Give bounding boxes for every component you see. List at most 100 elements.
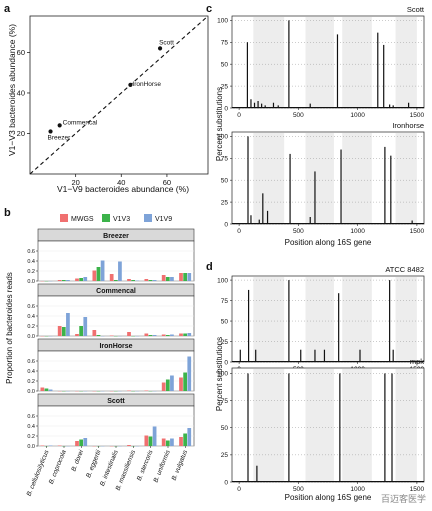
region-band [305, 133, 334, 223]
category-label: B. cellulosilyticus [26, 448, 51, 497]
bar [127, 445, 131, 446]
y-tick-label: 0.2 [27, 324, 35, 330]
y-tick-label: 25 [221, 199, 229, 206]
region-band [395, 369, 417, 481]
bar [144, 390, 149, 391]
y-tick-label: 0 [224, 359, 228, 366]
y-tick-label: 100 [217, 371, 228, 378]
region-band [253, 277, 285, 361]
bar [148, 436, 153, 446]
y-tick-label: 40 [17, 88, 25, 97]
bar [92, 270, 97, 281]
identity-line [29, 15, 209, 175]
x-tick-label: 60 [163, 178, 171, 187]
legend-label: V1V3 [113, 216, 130, 223]
y-tick-label: 50 [221, 318, 229, 325]
y-tick-label: 0 [224, 105, 228, 112]
bar [183, 433, 187, 446]
y-tick-label: 75 [221, 298, 229, 305]
bar [131, 280, 135, 281]
region-band [395, 17, 417, 107]
bar [170, 438, 174, 446]
region-band [305, 369, 334, 481]
y-tick-label: 0.2 [27, 269, 35, 275]
bar [109, 274, 114, 281]
x-tick-label: 20 [71, 178, 79, 187]
y-tick-label: 0.2 [27, 379, 35, 385]
bar [170, 375, 174, 391]
bar [109, 335, 114, 336]
y-tick-label: 25 [221, 452, 229, 459]
x-tick-label: 500 [293, 112, 304, 119]
category-label: B. eggertii [85, 449, 103, 479]
bar [96, 335, 101, 336]
y-tick-label: 0 [224, 221, 228, 228]
x-tick-label: 1500 [410, 112, 425, 119]
legend-label: MWGS [71, 216, 94, 223]
bar [165, 379, 170, 391]
point-label: Commencal [63, 119, 98, 126]
point-label: Scott [159, 39, 174, 46]
x-tick-label: 1000 [350, 486, 365, 493]
bar [40, 387, 45, 391]
y-tick-label: 0.0 [27, 389, 35, 395]
region-band [305, 17, 334, 107]
bar [161, 382, 166, 391]
y-tick-label: 100 [217, 134, 228, 141]
bar [161, 438, 166, 446]
bar [75, 441, 79, 446]
y-tick-label: 100 [217, 277, 228, 284]
x-tick-label: 500 [293, 486, 304, 493]
facet-title: Commencal [96, 288, 136, 295]
y-tick-label: 25 [221, 83, 229, 90]
bar [79, 278, 83, 281]
panel-label-c: c [206, 3, 212, 15]
data-point [48, 129, 53, 134]
bar [118, 261, 122, 281]
scatter-panel: V1−V9 bacteroides abundance (%) V1−V3 ba… [7, 15, 209, 194]
bar [127, 332, 131, 336]
legend-swatch [102, 214, 110, 222]
facet-title: Ironhorse [392, 121, 424, 130]
bar [187, 333, 192, 336]
bar [165, 335, 170, 336]
bar [135, 280, 140, 281]
bar [92, 330, 97, 336]
bar [79, 326, 83, 336]
bar [165, 440, 170, 446]
bar [148, 335, 153, 336]
y-tick-label: 0.6 [27, 304, 35, 310]
y-tick-label: 0.0 [27, 444, 35, 450]
region-band [342, 277, 372, 361]
y-tick-label: 0.4 [27, 314, 35, 320]
bar [61, 327, 66, 336]
substitution-y-label-c: Percent substitutions [215, 87, 224, 161]
data-point [157, 46, 163, 51]
facet-title: mpk [410, 357, 424, 366]
bar-y-label: Proportion of bacteroides reads [5, 272, 14, 384]
x-tick-label: 1000 [350, 228, 365, 235]
y-tick-label: 0.4 [27, 424, 35, 430]
y-tick-label: 0.6 [27, 249, 35, 255]
point-label: IronHorse [132, 81, 161, 88]
y-tick-label: 0.6 [27, 359, 35, 365]
bar [100, 260, 105, 281]
y-tick-label: 0.0 [27, 279, 35, 285]
y-tick-label: 75 [221, 156, 229, 163]
bar [161, 275, 166, 281]
bar [75, 278, 79, 281]
region-band [305, 277, 334, 361]
bar [57, 326, 62, 336]
bar [75, 334, 79, 336]
bar [83, 317, 88, 336]
legend-swatch [60, 214, 68, 222]
scatter-x-label: V1−V9 bacteroides abundance (%) [57, 184, 189, 194]
data-point [57, 123, 62, 128]
y-tick-label: 25 [221, 339, 229, 346]
y-tick-label: 0.2 [27, 434, 35, 440]
bar [183, 273, 187, 281]
facet-title: ATCC 8482 [385, 265, 424, 274]
facet-title: IronHorse [99, 343, 132, 350]
x-tick-label: 40 [117, 178, 125, 187]
bar [170, 277, 174, 281]
